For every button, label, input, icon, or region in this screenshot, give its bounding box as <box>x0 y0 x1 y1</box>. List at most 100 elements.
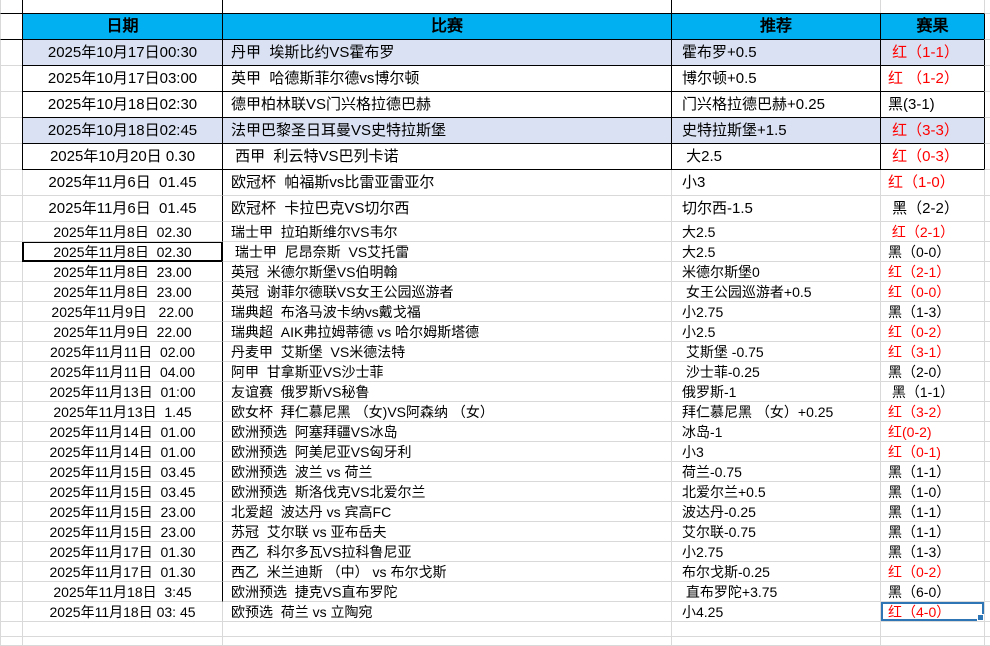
date-cell[interactable]: 2025年11月13日 01:00 <box>22 382 222 402</box>
row-leading-cell[interactable] <box>0 482 22 502</box>
match-cell[interactable]: 阿甲 甘拿斯亚VS沙士菲 <box>222 362 671 382</box>
date-cell[interactable]: 2025年11月9日 22.00 <box>22 322 222 342</box>
row-trailing-cell[interactable] <box>984 562 990 582</box>
row-leading-cell[interactable] <box>0 92 22 118</box>
recommendation-cell[interactable]: 切尔西-1.5 <box>671 196 880 222</box>
result-cell[interactable]: 红（3-2） <box>880 402 984 422</box>
date-cell[interactable]: 2025年11月15日 23.00 <box>22 502 222 522</box>
row-trailing-cell[interactable] <box>984 602 990 622</box>
row-leading-cell[interactable] <box>0 462 22 482</box>
recommendation-cell[interactable]: 博尔顿+0.5 <box>671 66 880 92</box>
match-cell[interactable]: 丹麦甲 艾斯堡 VS米德法特 <box>222 342 671 362</box>
match-cell[interactable]: 瑞士甲 尼昂奈斯 VS艾托雷 <box>222 242 671 262</box>
row-leading-cell[interactable] <box>0 282 22 302</box>
match-cell[interactable]: 欧冠杯 卡拉巴克VS切尔西 <box>222 196 671 222</box>
column-header-recommendation[interactable]: 推荐 <box>671 13 880 40</box>
match-cell[interactable]: 欧预选 荷兰 vs 立陶宛 <box>222 602 671 622</box>
cell-empty[interactable] <box>0 0 22 13</box>
result-cell[interactable]: 黑（1-1） <box>880 522 984 542</box>
recommendation-cell[interactable]: 艾斯堡 -0.75 <box>671 342 880 362</box>
recommendation-cell[interactable]: 小3 <box>671 442 880 462</box>
date-cell[interactable]: 2025年11月14日 01.00 <box>22 422 222 442</box>
row-leading-cell[interactable] <box>0 542 22 562</box>
recommendation-cell[interactable]: 小2.5 <box>671 322 880 342</box>
row-trailing-cell[interactable] <box>984 402 990 422</box>
result-cell[interactable]: 黑（2-2） <box>880 196 984 222</box>
match-cell[interactable]: 西乙 科尔多瓦VS拉科鲁尼亚 <box>222 542 671 562</box>
match-cell[interactable]: 北爱超 波达丹 vs 宾高FC <box>222 502 671 522</box>
date-cell[interactable]: 2025年11月18日 03: 45 <box>22 602 222 622</box>
row-leading-cell[interactable] <box>0 582 22 602</box>
match-cell[interactable]: 欧洲预选 阿塞拜疆VS冰岛 <box>222 422 671 442</box>
row-trailing-cell[interactable] <box>984 582 990 602</box>
recommendation-cell[interactable]: 小2.75 <box>671 542 880 562</box>
match-cell[interactable]: 英甲 哈德斯菲尔德vs博尔顿 <box>222 66 671 92</box>
cell-empty[interactable] <box>984 13 990 40</box>
result-cell[interactable]: 黑（6-0） <box>880 582 984 602</box>
row-leading-cell[interactable] <box>0 302 22 322</box>
cell-empty[interactable] <box>22 637 222 646</box>
match-cell[interactable]: 德甲柏林联VS门兴格拉德巴赫 <box>222 92 671 118</box>
recommendation-cell[interactable]: 女王公园巡游者+0.5 <box>671 282 880 302</box>
row-trailing-cell[interactable] <box>984 382 990 402</box>
date-cell[interactable]: 2025年11月15日 03.45 <box>22 482 222 502</box>
recommendation-cell[interactable]: 荷兰-0.75 <box>671 462 880 482</box>
date-cell[interactable]: 2025年11月6日 01.45 <box>22 196 222 222</box>
recommendation-cell[interactable]: 沙士菲-0.25 <box>671 362 880 382</box>
recommendation-cell[interactable]: 大2.5 <box>671 242 880 262</box>
date-cell[interactable]: 2025年10月18日02:45 <box>22 118 222 144</box>
cell-empty[interactable] <box>222 637 671 646</box>
result-cell[interactable]: 红（2-1） <box>880 262 984 282</box>
recommendation-cell[interactable]: 小4.25 <box>671 602 880 622</box>
date-cell[interactable]: 2025年11月14日 01.00 <box>22 442 222 462</box>
result-cell[interactable]: 红 （1-2） <box>880 66 984 92</box>
date-cell[interactable]: 2025年11月17日 01.30 <box>22 542 222 562</box>
cell-empty[interactable] <box>984 622 990 637</box>
row-trailing-cell[interactable] <box>984 242 990 262</box>
cell-empty[interactable] <box>22 0 222 13</box>
column-header-match[interactable]: 比赛 <box>222 13 671 40</box>
row-trailing-cell[interactable] <box>984 462 990 482</box>
row-trailing-cell[interactable] <box>984 40 990 66</box>
row-trailing-cell[interactable] <box>984 222 990 242</box>
result-cell[interactable]: 红（2-1） <box>880 222 984 242</box>
row-leading-cell[interactable] <box>0 502 22 522</box>
date-cell[interactable]: 2025年11月8日 23.00 <box>22 282 222 302</box>
date-cell[interactable]: 2025年11月11日 02.00 <box>22 342 222 362</box>
result-cell[interactable]: 红（3-1） <box>880 342 984 362</box>
row-trailing-cell[interactable] <box>984 66 990 92</box>
date-cell[interactable]: 2025年10月17日00:30 <box>22 40 222 66</box>
date-cell[interactable]: 2025年11月18日 3:45 <box>22 582 222 602</box>
date-cell[interactable]: 2025年11月8日 23.00 <box>22 262 222 282</box>
match-cell[interactable]: 瑞典超 AIK弗拉姆蒂德 vs 哈尔姆斯塔德 <box>222 322 671 342</box>
recommendation-cell[interactable]: 史特拉斯堡+1.5 <box>671 118 880 144</box>
date-cell[interactable]: 2025年11月15日 23.00 <box>22 522 222 542</box>
match-cell[interactable]: 瑞典超 布洛马波卡纳vs戴戈福 <box>222 302 671 322</box>
match-cell[interactable]: 英冠 谢菲尔德联VS女王公园巡游者 <box>222 282 671 302</box>
row-trailing-cell[interactable] <box>984 342 990 362</box>
date-cell[interactable]: 2025年11月9日 22.00 <box>22 302 222 322</box>
result-cell[interactable]: 黑(3-1) <box>880 92 984 118</box>
result-cell[interactable]: 黑（2-0） <box>880 362 984 382</box>
result-cell[interactable]: 红（1-0） <box>880 170 984 196</box>
result-cell[interactable]: 黑（1-1） <box>880 502 984 522</box>
cell-empty[interactable] <box>0 622 22 637</box>
cell-empty[interactable] <box>0 637 22 646</box>
date-cell[interactable]: 2025年11月15日 03.45 <box>22 462 222 482</box>
match-cell[interactable]: 友谊赛 俄罗斯VS秘鲁 <box>222 382 671 402</box>
row-trailing-cell[interactable] <box>984 482 990 502</box>
fill-handle[interactable] <box>977 614 984 621</box>
date-cell[interactable]: 2025年10月17日03:00 <box>22 66 222 92</box>
result-cell[interactable]: 红（0-3） <box>880 144 984 170</box>
recommendation-cell[interactable]: 北爱尔兰+0.5 <box>671 482 880 502</box>
match-cell[interactable]: 英冠 米德尔斯堡VS伯明翰 <box>222 262 671 282</box>
recommendation-cell[interactable]: 艾尔联-0.75 <box>671 522 880 542</box>
row-leading-cell[interactable] <box>0 422 22 442</box>
row-leading-cell[interactable] <box>0 170 22 196</box>
row-leading-cell[interactable] <box>0 144 22 170</box>
recommendation-cell[interactable]: 冰岛-1 <box>671 422 880 442</box>
row-trailing-cell[interactable] <box>984 362 990 382</box>
cell-empty[interactable] <box>671 0 880 13</box>
match-cell[interactable]: 欧冠杯 帕福斯vs比雷亚雷亚尔 <box>222 170 671 196</box>
cell-empty[interactable] <box>222 0 671 13</box>
